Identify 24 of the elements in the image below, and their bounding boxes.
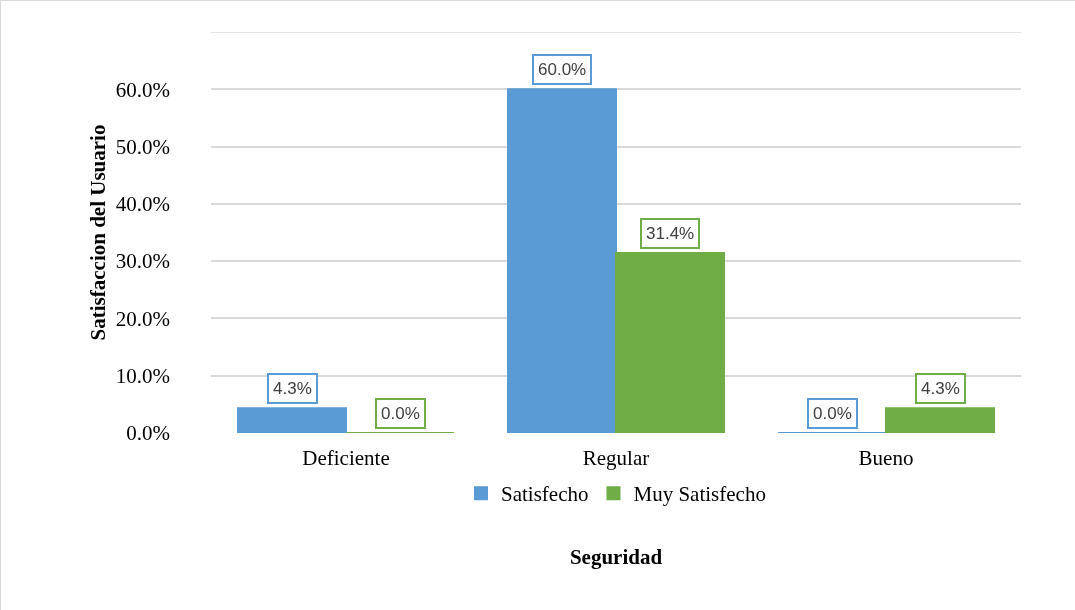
x-tick-label: Bueno	[858, 446, 914, 470]
legend-label: Muy Satisfecho	[633, 482, 766, 507]
bar	[615, 252, 725, 433]
data-label: 0.0%	[813, 404, 852, 423]
y-tick-label: 60.0%	[115, 77, 170, 102]
y-axis-title: Satisfaccion del Usuario	[85, 124, 110, 341]
data-label: 4.3%	[273, 379, 312, 398]
bar	[885, 407, 995, 433]
data-label: 31.4%	[646, 224, 695, 243]
y-tick-label: 20.0%	[115, 306, 170, 331]
y-tick-label: 50.0%	[115, 134, 170, 159]
y-tick-label: 0.0%	[126, 421, 170, 446]
x-axis-title: Seguridad	[569, 545, 663, 570]
y-tick-label: 40.0%	[115, 192, 170, 217]
data-label: 4.3%	[921, 379, 960, 398]
y-tick-label: 10.0%	[115, 364, 170, 389]
data-label: 0.0%	[381, 404, 420, 423]
x-tick-label: Regular	[582, 446, 650, 470]
bar	[507, 88, 617, 433]
data-label: 60.0%	[538, 60, 587, 79]
legend-label: Satisfecho	[501, 482, 589, 507]
y-tick-label: 30.0%	[115, 249, 170, 274]
bar	[237, 407, 347, 433]
x-tick-label: Deficiente	[302, 446, 390, 470]
